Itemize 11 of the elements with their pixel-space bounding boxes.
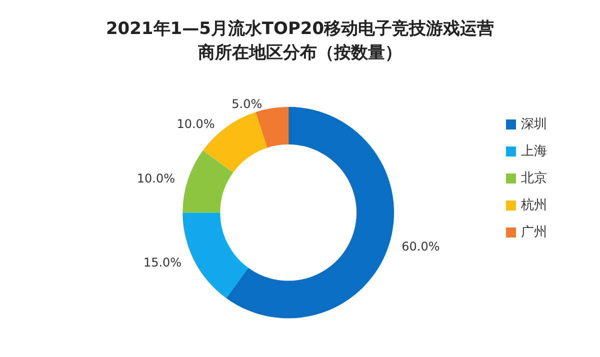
legend-label: 北京: [521, 171, 547, 186]
legend-label: 杭州: [520, 198, 547, 213]
chart-title: 2021年1—5月流水TOP20移动电子竞技游戏运营商所在地区分布（按数量）: [106, 19, 494, 63]
legend-label: 上海: [521, 144, 547, 159]
data-label: 60.0%: [402, 240, 440, 254]
data-label: 15.0%: [143, 255, 182, 270]
legend-label: 广州: [521, 225, 547, 240]
data-label: 10.0%: [176, 116, 215, 131]
legend-label: 深圳: [521, 117, 547, 132]
data-label: 5.0%: [232, 97, 262, 112]
data-label: 10.0%: [136, 172, 175, 186]
